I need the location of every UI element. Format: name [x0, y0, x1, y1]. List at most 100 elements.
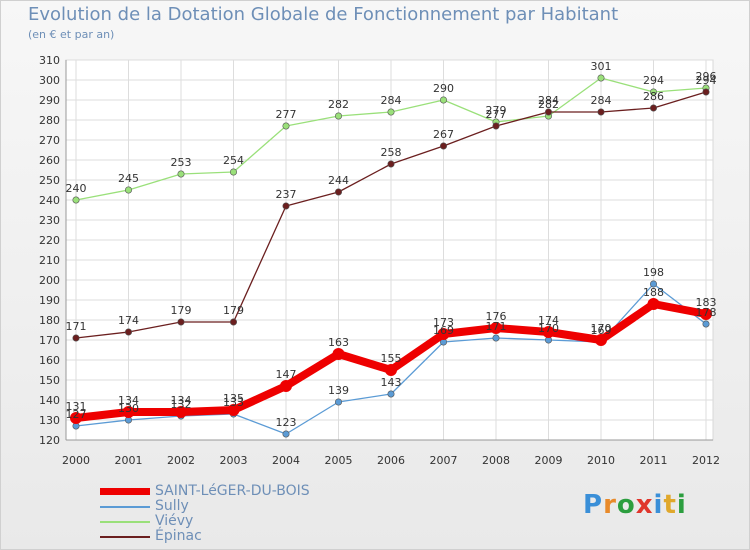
series-0-data-label: 176: [486, 310, 507, 323]
series-3-data-label: 244: [328, 174, 349, 187]
series-2-data-label: 282: [538, 98, 559, 111]
series-3-data-label: 294: [696, 74, 717, 87]
series-0-point: [647, 298, 660, 310]
line-chart: 120 130 140 150 160 170 180 190 200 210 220 230 240 2…: [39, 54, 720, 467]
series-0-point: [437, 328, 450, 340]
series-1-point: [334, 398, 342, 406]
x-tick-label: 2002: [167, 454, 195, 467]
series-0-point: [385, 364, 397, 376]
legend-swatch: [100, 488, 150, 495]
series-2-point: [334, 112, 342, 120]
series-1-data-label: 170: [538, 322, 559, 335]
logo-letter: P: [583, 490, 604, 520]
series-3-data-label: 267: [433, 128, 454, 141]
series-1-data-label: 139: [328, 384, 349, 397]
legend-swatch: [100, 521, 150, 523]
series-3-point: [702, 88, 710, 96]
series-2-point: [439, 96, 447, 104]
x-tick-label: 2006: [377, 454, 405, 467]
series-2-data-label: 254: [223, 154, 244, 167]
x-tick-label: 2001: [115, 454, 143, 467]
series-0-point: [175, 406, 187, 418]
logo-letter: i: [676, 490, 687, 520]
legend-label: Viévy: [155, 513, 194, 529]
series-2-data-label: 294: [643, 74, 664, 87]
series-0-point: [122, 406, 135, 418]
series-2-point: [177, 170, 185, 178]
series-0-data-label: 173: [433, 316, 454, 329]
series-3-data-label: 277: [486, 108, 507, 121]
series-3-point: [282, 202, 290, 210]
series-0-data-label: 131: [66, 400, 87, 413]
series-2-data-label: 279: [486, 104, 507, 117]
series-3-data-label: 179: [171, 304, 192, 317]
series-0-point: [227, 404, 240, 416]
series-3-data-label: 174: [118, 314, 139, 327]
series-2-point: [387, 108, 395, 116]
series-0-point: [542, 326, 555, 338]
y-tick-label: 310: [39, 54, 60, 67]
series-1-data-label: 198: [643, 266, 664, 279]
series-2-data-label: 284: [381, 94, 402, 107]
y-tick-label: 240: [39, 194, 60, 207]
series-1-data-label: 169: [433, 324, 454, 337]
series-3-point: [72, 334, 80, 342]
series-2-data-label: 277: [276, 108, 297, 121]
series-3-data-label: 284: [538, 94, 559, 107]
series-1-point: [702, 320, 710, 328]
series-0-point: [490, 322, 502, 334]
series-3-point: [387, 160, 395, 168]
series-1-point: [387, 390, 395, 398]
series-1-data-label: 143: [381, 376, 402, 389]
logo-letter: r: [603, 490, 617, 520]
x-tick-label: 2007: [430, 454, 458, 467]
series-0-point: [70, 412, 82, 424]
series-1-point: [492, 334, 500, 342]
series-2-point: [282, 122, 290, 130]
x-tick-label: 2003: [220, 454, 248, 467]
series-1-data-label: 133: [223, 396, 244, 409]
y-tick-label: 180: [39, 314, 60, 327]
series-3-point: [334, 188, 342, 196]
series-1-data-label: 130: [118, 402, 139, 415]
legend-label: SAINT-LéGER-DU-BOIS: [155, 483, 310, 499]
series-2-point: [230, 168, 238, 176]
series-1-data-label: 171: [486, 320, 507, 333]
series-1-data-label: 127: [66, 408, 87, 421]
x-tick-label: 2011: [640, 454, 668, 467]
series-2-data-label: 240: [66, 182, 87, 195]
series-2-point: [597, 74, 605, 82]
x-tick-label: 2008: [482, 454, 510, 467]
proxiti-logo: Proxiti: [583, 490, 687, 520]
y-tick-label: 270: [39, 134, 60, 147]
x-tick-label: 2004: [272, 454, 300, 467]
series-2-data-label: 296: [696, 70, 717, 83]
series-0-data-label: 163: [328, 336, 349, 349]
plot-area: [65, 59, 714, 441]
legend-swatch: [100, 536, 150, 538]
y-tick-label: 200: [39, 274, 60, 287]
y-tick-label: 190: [39, 294, 60, 307]
series-0-data-label: 174: [538, 314, 559, 327]
series-0-data-label: 183: [696, 296, 717, 309]
chart-title: Evolution de la Dotation Globale de Fonc…: [28, 4, 619, 25]
y-tick-label: 150: [39, 374, 60, 387]
x-tick-label: 2005: [325, 454, 353, 467]
series-3-data-label: 286: [643, 90, 664, 103]
legend-swatch: [100, 506, 150, 508]
y-tick-label: 160: [39, 354, 60, 367]
series-1-data-label: 169: [591, 324, 612, 337]
y-tick-label: 260: [39, 154, 60, 167]
series-2-data-label: 290: [433, 82, 454, 95]
series-0-point: [700, 308, 712, 320]
series-0-data-label: 155: [381, 352, 402, 365]
y-tick-label: 300: [39, 74, 60, 87]
logo-letter: o: [616, 490, 636, 520]
x-tick-label: 2010: [587, 454, 615, 467]
y-tick-label: 250: [39, 174, 60, 187]
series-1-data-label: 123: [276, 416, 297, 429]
series-0-point: [280, 380, 292, 392]
series-3-point: [597, 108, 605, 116]
series-0-data-label: 170: [591, 322, 612, 335]
series-3-point: [649, 104, 657, 112]
